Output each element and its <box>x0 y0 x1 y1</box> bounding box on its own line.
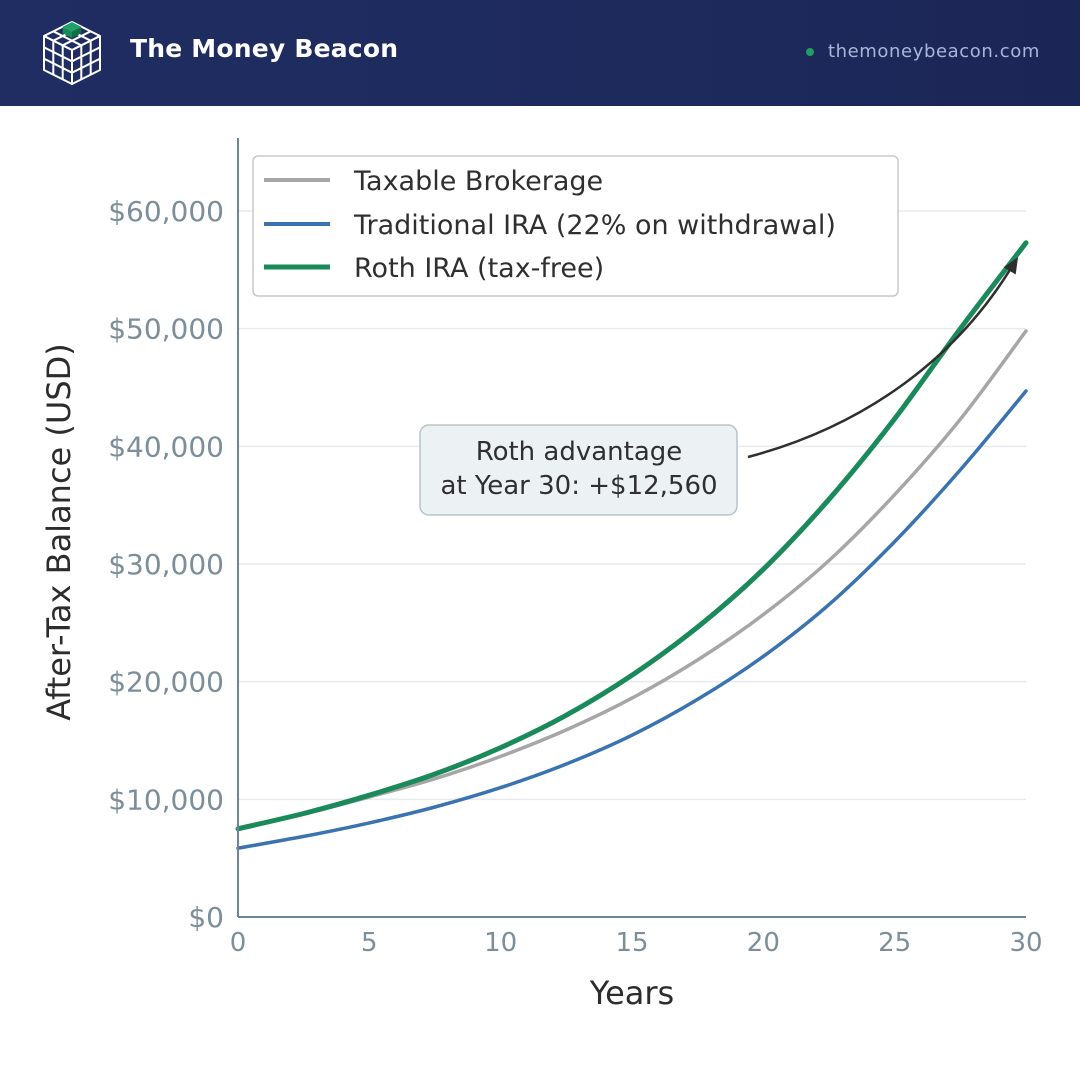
x-tick-label: 5 <box>361 928 378 958</box>
legend-label-roth: Roth IRA (tax-free) <box>354 253 604 284</box>
annotation-line-2: at Year 30: +$12,560 <box>440 471 717 501</box>
website-link[interactable]: themoneybeacon.com <box>805 41 1040 62</box>
series-lines <box>235 240 1029 850</box>
cube-grid-icon <box>43 21 101 85</box>
y-tick-labels: $0 $10,000 $20,000 $30,000 $40,000 $50,000 $60… <box>108 195 224 934</box>
y-axis-title: After-Tax Balance (USD) <box>40 343 78 721</box>
y-tick-label: $50,000 <box>108 313 224 346</box>
x-tick-labels: 0 5 10 15 20 25 30 <box>230 928 1043 958</box>
legend-label-traditional: Traditional IRA (22% on withdrawal) <box>353 210 836 241</box>
x-tick-label: 20 <box>747 928 780 958</box>
legend-label-taxable: Taxable Brokerage <box>353 166 603 197</box>
y-tick-label: $0 <box>188 901 224 934</box>
y-tick-label: $60,000 <box>108 195 224 228</box>
y-tick-label: $20,000 <box>108 666 224 699</box>
x-tick-label: 10 <box>484 928 517 958</box>
y-tick-label: $40,000 <box>108 430 224 463</box>
x-tick-label: 30 <box>1009 928 1042 958</box>
legend: Taxable Brokerage Traditional IRA (22% o… <box>252 155 899 297</box>
traditional-ira-line <box>236 389 1028 850</box>
roth-ira-line <box>235 240 1029 832</box>
status-dot-icon <box>805 47 814 56</box>
header-bar: The Money Beacon themoneybeacon.com <box>0 0 1080 106</box>
annotation-line-1: Roth advantage <box>476 437 683 467</box>
x-tick-label: 0 <box>230 928 247 958</box>
line-chart: $0 $10,000 $20,000 $30,000 $40,000 $50,000 $60… <box>40 138 1043 1012</box>
annotation-arrowhead-icon <box>1003 257 1018 275</box>
website-text: themoneybeacon.com <box>827 41 1040 62</box>
x-axis-title: Years <box>589 974 674 1012</box>
brand-name: The Money Beacon <box>130 34 399 63</box>
y-tick-label: $30,000 <box>108 548 224 581</box>
taxable-brokerage-line <box>236 329 1028 831</box>
annotation-arrow <box>747 262 1016 459</box>
annotation-box <box>419 424 738 516</box>
legend-box <box>252 155 899 297</box>
annotation: Roth advantage at Year 30: +$12,560 <box>419 257 1018 516</box>
x-tick-label: 15 <box>615 928 648 958</box>
y-tick-label: $10,000 <box>108 783 224 816</box>
x-tick-label: 25 <box>878 928 911 958</box>
